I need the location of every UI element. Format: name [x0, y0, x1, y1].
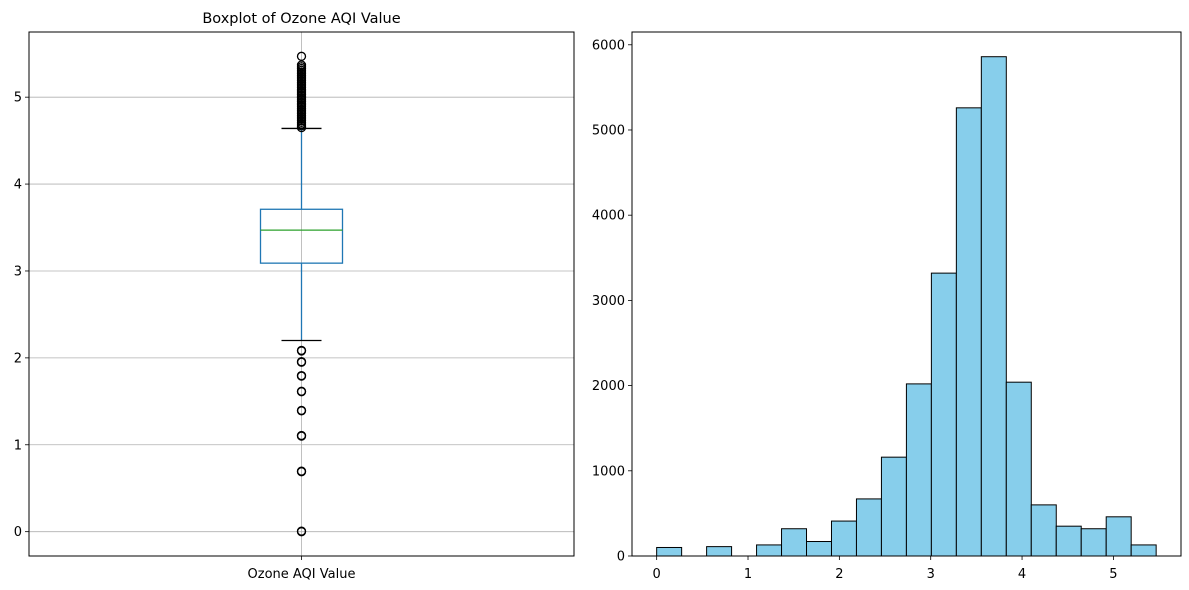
histogram-bar: [855, 498, 882, 557]
histogram-bar: [1030, 504, 1057, 557]
histogram-x-tick-label: 3: [927, 567, 935, 582]
boxplot-outlier-point: [296, 430, 307, 441]
boxplot-title: Boxplot of Ozone AQI Value: [202, 11, 400, 27]
histogram-bar: [830, 520, 857, 557]
histogram-x-tick-label: 2: [835, 567, 843, 582]
boxplot-outlier-point: [296, 51, 307, 61]
boxplot-outlier-point: [296, 526, 307, 536]
histogram-bar: [880, 456, 907, 557]
boxplot-y-tick-label: 4: [14, 178, 22, 193]
histogram-bars: [656, 56, 1157, 557]
boxplot-outlier-point: [296, 357, 307, 367]
boxplot-y-tick-label: 1: [14, 438, 22, 453]
histogram-y-ticks: 0 1000 2000 3000 4000 5000 6000: [592, 38, 632, 565]
histogram-y-tick-label: 1000: [592, 464, 625, 479]
histogram-bar: [980, 56, 1007, 557]
histogram-panel: 0 1000 2000 3000 4000 5000 6000 0 1 2 3 4 5: [592, 31, 1182, 582]
histogram-y-tick-label: 4000: [592, 209, 625, 224]
histogram-bar: [930, 272, 957, 557]
histogram-bar: [781, 528, 808, 557]
histogram-bar: [1080, 528, 1107, 557]
boxplot-outlier-point: [296, 466, 307, 476]
histogram-bar: [955, 107, 982, 557]
boxplot-outliers: [296, 51, 307, 537]
histogram-x-tick-label: 5: [1109, 567, 1117, 582]
histogram-y-tick-label: 5000: [592, 123, 625, 138]
histogram-bar: [1005, 381, 1032, 557]
histogram-y-tick-label: 0: [617, 550, 625, 565]
histogram-bar: [706, 546, 733, 557]
histogram-bar: [1055, 525, 1082, 557]
boxplot-panel: 0 1 2 3 4 5 Ozone AQI Value Boxplot of Ozone …: [14, 11, 575, 582]
histogram-bar: [656, 546, 683, 557]
histogram-bar: [905, 383, 932, 557]
boxplot-y-ticks: 0 1 2 3 4 5: [14, 91, 29, 540]
boxplot-y-tick-label: 5: [14, 91, 22, 106]
histogram-x-ticks: 0 1 2 3 4 5: [653, 556, 1118, 582]
boxplot-outlier-point: [296, 345, 307, 356]
histogram-bar: [756, 544, 783, 557]
boxplot-outlier-point: [296, 405, 307, 416]
histogram-bar: [1105, 516, 1132, 557]
histogram-x-tick-label: 4: [1018, 567, 1026, 582]
boxplot-outlier-point: [296, 370, 307, 381]
boxplot-outlier-point: [296, 60, 307, 70]
boxplot-y-tick-label: 3: [14, 264, 22, 279]
histogram-axes-frame: [631, 31, 1182, 557]
boxplot-box: [259, 208, 344, 264]
histogram-bar: [806, 541, 832, 557]
boxplot-x-tick-label: Ozone AQI Value: [248, 567, 356, 582]
histogram-y-tick-label: 2000: [592, 379, 625, 394]
histogram-bar: [1130, 544, 1157, 557]
histogram-x-tick-label: 0: [653, 567, 661, 582]
boxplot-outlier-point: [296, 386, 307, 396]
histogram-y-tick-label: 6000: [592, 38, 625, 53]
histogram-x-tick-label: 1: [744, 567, 752, 582]
boxplot-x-ticks: Ozone AQI Value: [248, 556, 356, 582]
boxplot-y-tick-label: 2: [14, 351, 22, 366]
boxplot-y-tick-label: 0: [14, 525, 22, 540]
histogram-y-tick-label: 3000: [592, 294, 625, 309]
